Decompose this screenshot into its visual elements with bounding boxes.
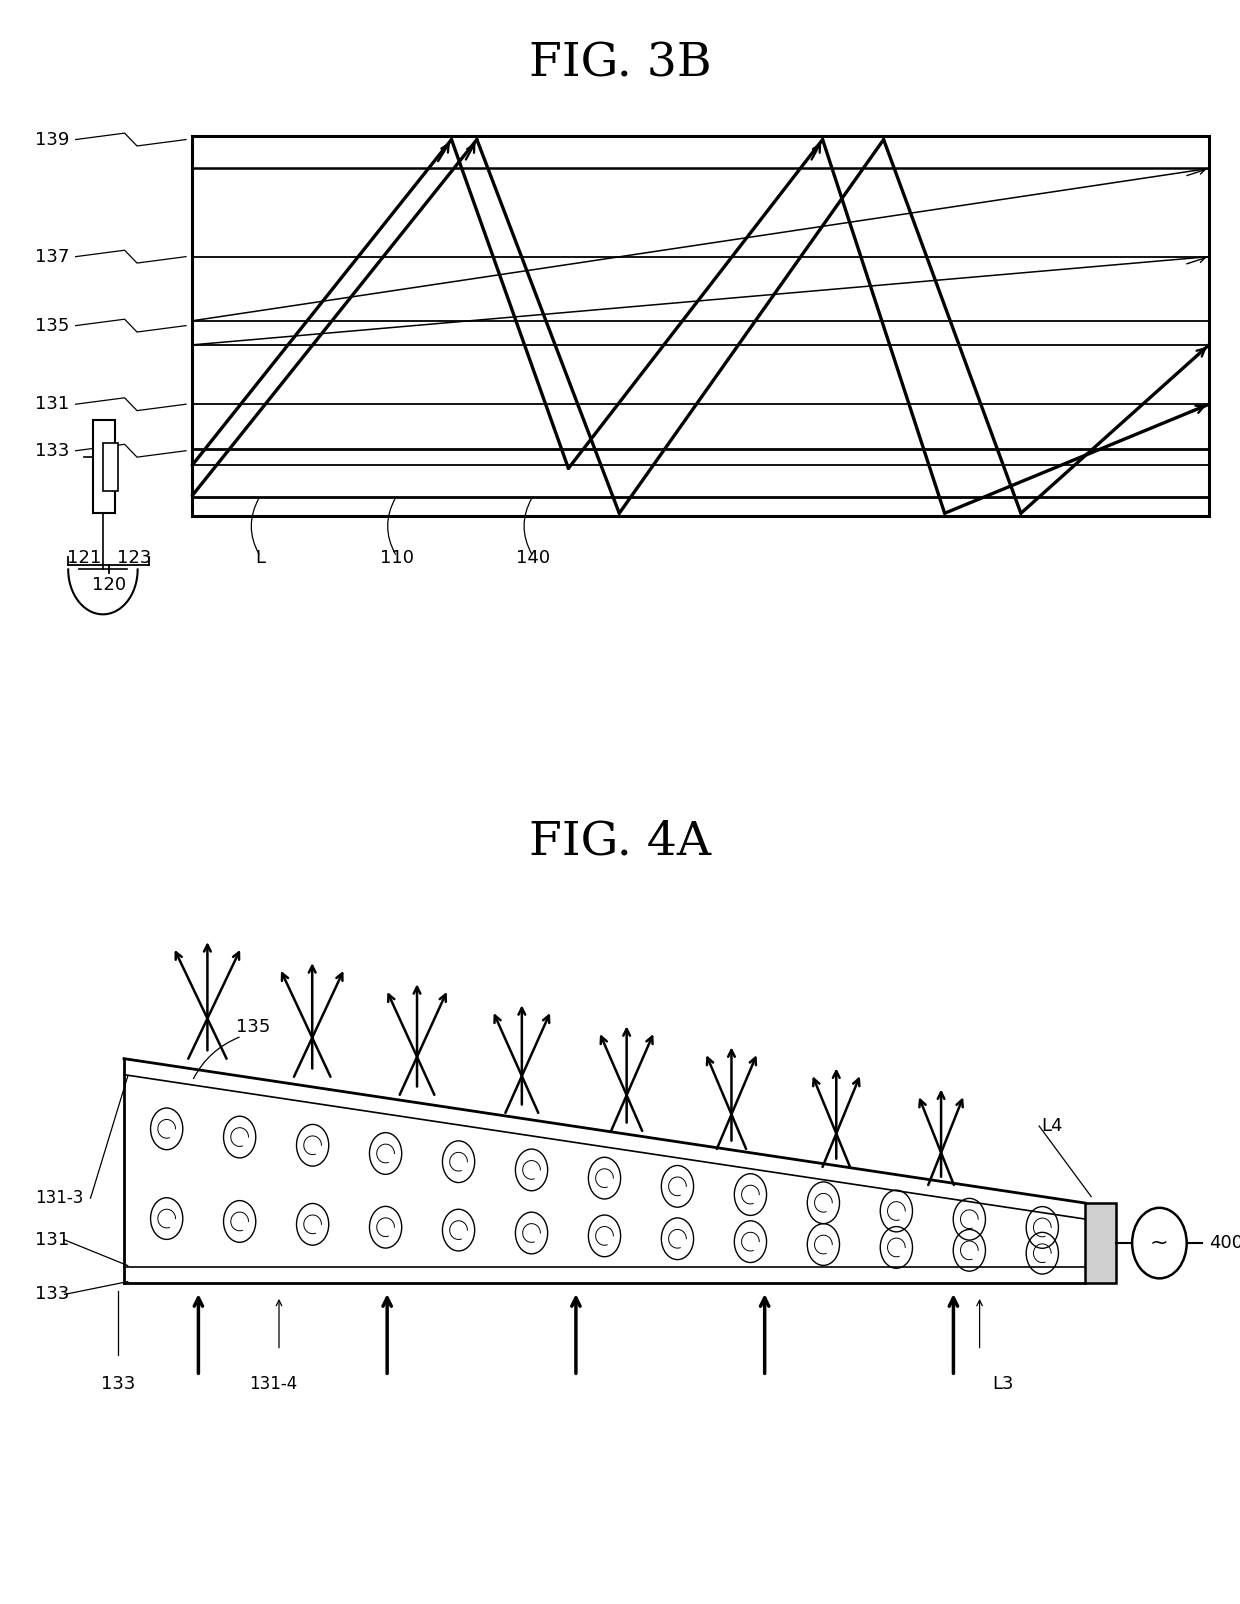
- Text: 135: 135: [236, 1017, 270, 1036]
- Text: 131: 131: [35, 1230, 69, 1250]
- Text: 120: 120: [92, 576, 126, 593]
- Text: L3: L3: [992, 1375, 1013, 1392]
- Text: 131-4: 131-4: [249, 1375, 296, 1392]
- Bar: [93, 420, 115, 513]
- Text: 133: 133: [100, 1375, 135, 1392]
- Text: 133: 133: [35, 1285, 69, 1304]
- Bar: [103, 443, 118, 491]
- Bar: [192, 136, 1209, 516]
- Text: 110: 110: [379, 549, 414, 566]
- Text: ~: ~: [1149, 1233, 1169, 1253]
- Text: 139: 139: [35, 130, 69, 149]
- Bar: [1085, 1203, 1116, 1283]
- Text: FIG. 3B: FIG. 3B: [528, 42, 712, 87]
- Text: L4: L4: [1042, 1116, 1063, 1136]
- Text: 131: 131: [35, 395, 69, 414]
- Text: 135: 135: [35, 316, 69, 335]
- Text: 400: 400: [1209, 1233, 1240, 1253]
- Text: FIG. 4A: FIG. 4A: [529, 820, 711, 865]
- Text: 140: 140: [516, 549, 551, 566]
- Text: 133: 133: [35, 441, 69, 460]
- Text: 131-3: 131-3: [35, 1189, 83, 1208]
- Text: 123: 123: [117, 549, 151, 566]
- Text: 137: 137: [35, 247, 69, 266]
- Text: L: L: [255, 549, 265, 566]
- Text: 121: 121: [67, 549, 102, 566]
